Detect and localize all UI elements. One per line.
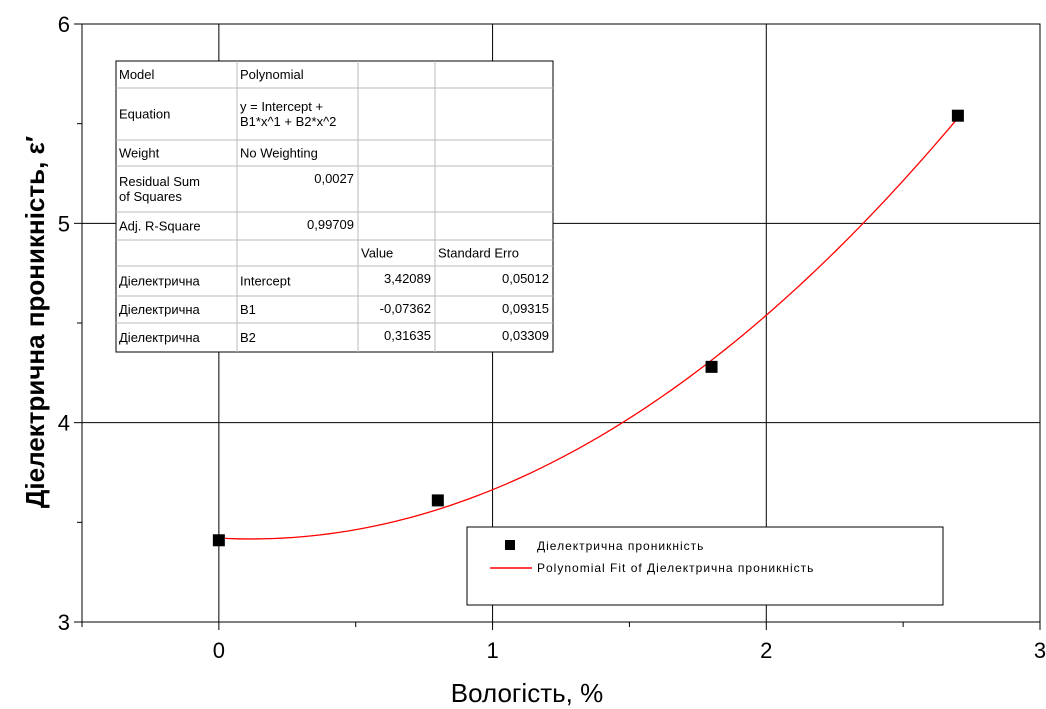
table-cell: Діелектрична	[119, 274, 201, 289]
table-cell: Standard Erro	[438, 246, 519, 261]
table-cell: Equation	[119, 107, 170, 122]
legend-point-marker	[505, 540, 515, 550]
table-cell: Polynomial	[240, 67, 304, 82]
table-cell: B2	[240, 330, 256, 345]
tick-labels: 0 1 2 3 3 4 5 6	[58, 12, 1046, 663]
y-tick-label: 4	[58, 411, 70, 436]
data-point	[431, 494, 444, 507]
x-tick-label: 3	[1034, 638, 1046, 663]
table-cell: 0,05012	[502, 271, 549, 286]
legend-entry: Polynomial Fit of Діелектрична проникніс…	[537, 561, 814, 575]
table-cell: 0,99709	[307, 217, 354, 232]
table-cell: Adj. R-Square	[119, 219, 201, 234]
table-frame	[115, 60, 554, 353]
legend: Діелектрична проникність Polynomial Fit o…	[466, 526, 944, 606]
fit-line-series	[218, 117, 959, 540]
table-cell: 3,42089	[384, 271, 431, 286]
table-cell: y = Intercept + B1*x^1 + B2*x^2	[240, 99, 336, 129]
x-tick-label: 1	[486, 638, 498, 663]
x-tick-label: 0	[213, 638, 225, 663]
data-point	[212, 534, 225, 547]
data-point	[951, 109, 964, 122]
table-cell: 0,0027	[314, 171, 354, 186]
y-tick-label: 6	[58, 12, 70, 37]
table-cell: Weight	[119, 146, 160, 161]
table-cell: No Weighting	[240, 146, 318, 161]
table-cell: Residual Sum of Squares	[119, 174, 200, 204]
legend-entry: Діелектрична проникність	[537, 539, 704, 553]
table-cell: Діелектрична	[119, 302, 201, 317]
table-cell: Value	[361, 246, 393, 261]
table-cell: 0,31635	[384, 328, 431, 343]
table-cell: 0,09315	[502, 301, 549, 316]
table-cell: Діелектрична	[119, 330, 201, 345]
table-cell: B1	[240, 302, 256, 317]
y-axis-title: Діелектрична проникність, ε′	[20, 136, 50, 508]
fit-curve	[218, 117, 959, 540]
table-cell: -0,07362	[380, 301, 431, 316]
table-cell: Model	[119, 67, 155, 82]
x-axis-title: Вологість, %	[451, 678, 603, 708]
y-tick-label: 5	[58, 211, 70, 236]
legend-box	[466, 526, 944, 606]
y-tick-label: 3	[58, 610, 70, 635]
scatter-series	[212, 109, 964, 547]
table-cell: 0,03309	[502, 328, 549, 343]
table-cell: Intercept	[240, 274, 291, 289]
data-point	[705, 360, 718, 373]
fit-results-table: Model Polynomial Equation y = Intercept + B1…	[115, 60, 554, 353]
x-tick-label: 2	[760, 638, 772, 663]
